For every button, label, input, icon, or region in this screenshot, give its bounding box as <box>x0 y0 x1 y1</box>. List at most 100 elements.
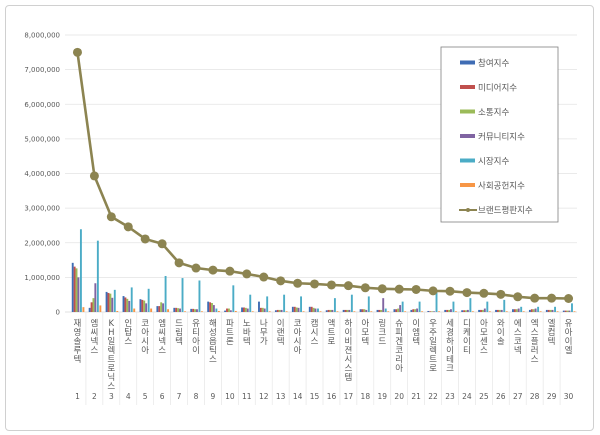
category-char: 이 <box>344 327 352 338</box>
category-char: 엠 <box>158 318 166 329</box>
rank-label: 4 <box>126 392 131 401</box>
line-point-16 <box>343 281 353 291</box>
bar-3-8 <box>212 305 215 312</box>
category-char: 텍 <box>277 336 285 347</box>
category-char: 템 <box>344 372 352 383</box>
bar-2-14 <box>312 307 315 312</box>
chart-frame <box>5 5 594 431</box>
category-char: 아 <box>141 345 149 356</box>
bar-3-18 <box>382 298 385 312</box>
bar-1-23 <box>463 310 466 312</box>
y-tick-label: 2,000,000 <box>24 239 60 247</box>
category-char: 성 <box>209 328 217 338</box>
line-point-21 <box>428 286 438 296</box>
bars <box>71 229 576 312</box>
line-point-6 <box>174 258 184 268</box>
bar-0-19 <box>393 309 396 312</box>
category-char: 경 <box>446 327 454 338</box>
bar-3-13 <box>297 307 300 312</box>
category-char: 시 <box>344 355 352 365</box>
bar-1-4 <box>141 299 144 312</box>
category-char: 아 <box>480 318 488 329</box>
bar-3-17 <box>365 309 368 312</box>
category-char: 씨 <box>158 328 166 338</box>
bar-0-27 <box>528 309 531 312</box>
bar-0-10 <box>241 307 243 312</box>
bar-4-27 <box>537 306 540 312</box>
bar-1-28 <box>547 309 550 312</box>
legend-marker <box>466 208 470 212</box>
category-char: 이 <box>446 345 454 356</box>
category-char: 슈 <box>395 319 403 329</box>
y-tick-label: 7,000,000 <box>24 66 60 74</box>
category-char: 세 <box>446 319 454 329</box>
category-char: 닉 <box>107 373 115 383</box>
category-char: 러 <box>531 346 539 356</box>
category-char: 로 <box>429 364 437 374</box>
rank-label: 8 <box>194 392 199 401</box>
bar-5-25 <box>505 311 508 312</box>
bar-1-20 <box>412 309 415 312</box>
bar-5-27 <box>539 311 542 312</box>
category-char: 해 <box>209 319 217 329</box>
bar-5-17 <box>370 311 373 312</box>
category-char: 엠 <box>412 327 420 338</box>
category-char: 론 <box>226 337 234 347</box>
bar-0-28 <box>545 309 548 312</box>
bar-5-18 <box>387 311 390 312</box>
category-char: 겐 <box>395 337 403 347</box>
category-char: 티 <box>192 328 200 338</box>
category-char: 로 <box>107 364 115 374</box>
category-char: 트 <box>429 355 437 365</box>
bar-5-0 <box>82 307 85 312</box>
bar-3-15 <box>331 309 334 312</box>
bar-2-11 <box>261 307 264 312</box>
bar-4-20 <box>418 301 421 312</box>
category-char: 인 <box>124 318 132 329</box>
category-char: 일 <box>429 337 437 347</box>
bar-4-21 <box>435 291 438 312</box>
category-char: 이 <box>412 318 420 329</box>
rank-label: 23 <box>445 392 455 401</box>
bar-1-16 <box>344 309 347 312</box>
bar-1-9 <box>226 308 228 312</box>
bar-2-9 <box>227 308 230 312</box>
line-point-1 <box>89 171 99 181</box>
bar-2-20 <box>414 309 417 312</box>
rank-label: 10 <box>225 392 235 401</box>
bar-3-6 <box>179 308 181 312</box>
line-point-18 <box>377 284 387 294</box>
category-char: 하 <box>344 318 352 329</box>
category-char: K <box>109 319 115 329</box>
rank-label: 16 <box>327 392 337 401</box>
bar-0-18 <box>376 309 379 312</box>
bar-0-13 <box>291 306 294 312</box>
legend-label: 커뮤니티지수 <box>478 132 525 143</box>
category-char: 유 <box>565 319 573 329</box>
category-char: 코 <box>294 319 302 329</box>
bar-2-2 <box>109 293 112 312</box>
rank-label: 7 <box>177 392 182 401</box>
bar-0-21 <box>427 310 430 312</box>
bar-3-12 <box>280 309 283 312</box>
line-point-9 <box>225 266 235 276</box>
bar-4-7 <box>198 280 201 312</box>
bar-5-26 <box>522 311 525 312</box>
bar-3-29 <box>568 310 571 312</box>
bar-1-29 <box>564 310 567 312</box>
rank-label: 17 <box>344 392 354 401</box>
bar-0-20 <box>410 309 413 312</box>
category-char: 스 <box>311 337 319 347</box>
bar-2-26 <box>515 309 518 312</box>
legend-swatch <box>460 60 475 65</box>
bar-1-11 <box>259 307 262 312</box>
category-char: 아 <box>565 327 573 338</box>
legend-label: 소통지수 <box>478 108 509 118</box>
category-char: 아 <box>294 327 302 338</box>
